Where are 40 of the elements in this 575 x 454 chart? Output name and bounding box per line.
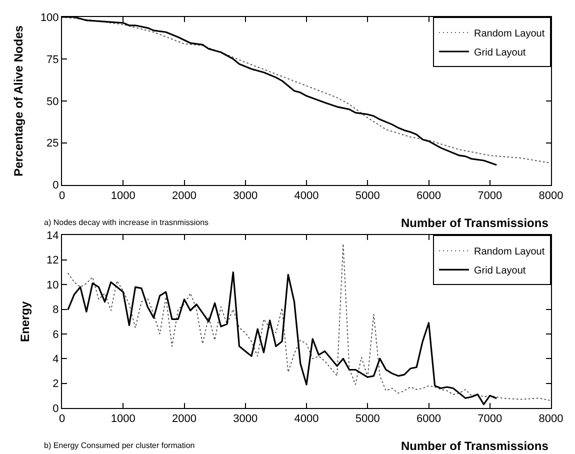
y-tick-label: 50 [46,96,59,108]
y-tick-label: 0 [52,402,59,415]
x-tick-label: 2000 [172,190,196,202]
legend-label: Grid Layout [474,266,526,277]
x-tick-label: 6000 [416,190,441,202]
y-axis-title: Percentage of Alive Nodes [12,25,26,176]
legend-label: Random Layout [474,246,545,258]
x-tick-label: 4000 [294,190,319,202]
text: a) Nodes decay with increase in trasnmissions [44,218,209,227]
x-axis-title: Number of Transmissions [401,439,549,453]
y-tick-label: 4 [52,353,59,366]
y-axis-title: Energy [18,300,32,342]
y-tick-label: 10 [46,279,59,292]
y-tick-label: 14 [46,230,59,242]
y-tick-label: 75 [46,54,59,66]
y-tick-label: 12 [46,254,59,267]
y-tick-label: 2 [52,378,59,390]
x-tick-label: 1000 [110,413,136,426]
x-tick-label: 7000 [478,413,502,426]
legend-label: Random Layout [474,28,545,40]
x-tick-label: 2000 [172,413,196,426]
y-tick-label: 25 [46,138,59,150]
x-tick-label: 3000 [233,413,258,426]
x-tick-label: 8000 [538,413,564,426]
x-tick-label: 8000 [538,190,564,202]
x-tick-label: 3000 [233,190,258,202]
y-tick-label: 8 [52,304,59,316]
x-tick-label: 5000 [355,413,380,426]
x-tick-label: 6000 [416,413,441,426]
x-tick-label: 7000 [478,190,502,202]
x-tick-label: 5000 [355,190,380,202]
x-axis-title: Number of Transmissions [401,216,549,230]
line-series [68,243,551,402]
x-tick-label: 1000 [110,190,136,202]
y-tick-label: 6 [52,328,59,341]
x-tick-label: 4000 [294,413,319,426]
y-tick-label: 0 [52,180,59,192]
y-tick-label: 100 [40,12,59,24]
text: b) Energy Consumed per cluster formation [44,441,195,450]
legend-label: Grid Layout [474,47,526,58]
